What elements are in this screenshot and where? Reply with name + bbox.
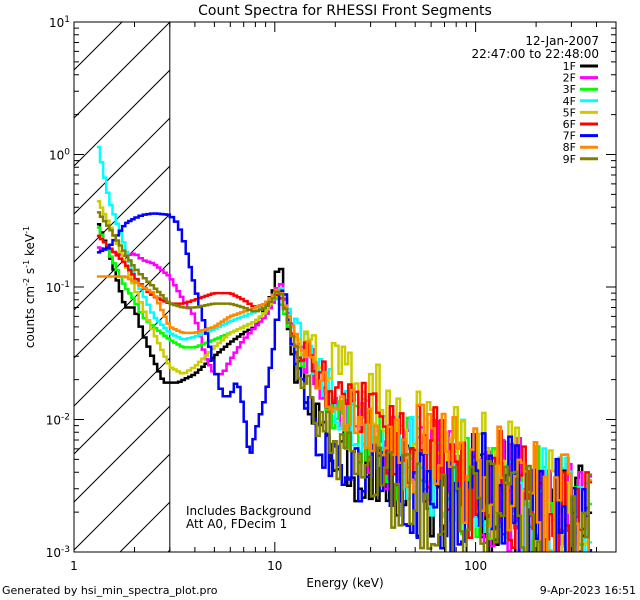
y-tick-label: 10-1	[46, 280, 70, 295]
chart-title: Count Spectra for RHESSI Front Segments	[198, 3, 492, 19]
legend-label-3f: 3F	[563, 83, 576, 96]
x-tick-label: 10	[267, 559, 282, 573]
x-axis-label: Energy (keV)	[306, 576, 383, 590]
x-tick-label: 100	[464, 559, 487, 573]
legend-label-2f: 2F	[563, 72, 576, 85]
legend-label-9f: 9F	[563, 153, 576, 166]
legend-label-4f: 4F	[563, 95, 576, 108]
date-label: 12-Jan-2007	[525, 34, 599, 48]
x-tick-labels: 1 10 100	[70, 559, 487, 573]
legend-label-7f: 7F	[563, 130, 576, 143]
legend-label-5f: 5F	[563, 106, 576, 119]
time-range-label: 22:47:00 to 22:48:00	[472, 47, 599, 61]
y-tick-label: 10-2	[46, 413, 70, 428]
axis-ticks	[73, 21, 617, 553]
series-8f-line	[96, 275, 593, 552]
footer-timestamp: 9-Apr-2023 16:51	[540, 584, 636, 597]
y-tick-label: 101	[49, 15, 70, 30]
legend-label-6f: 6F	[563, 118, 576, 131]
series-7f-line	[96, 212, 593, 552]
x-tick-label: 1	[70, 559, 78, 573]
series-layer	[96, 145, 593, 552]
annotation-background: Includes Background	[186, 504, 311, 518]
y-tick-label: 100	[49, 148, 70, 163]
series-9f-line	[96, 211, 593, 552]
tick-marks	[73, 21, 617, 553]
legend-label-1f: 1F	[563, 60, 576, 73]
footer-generated-by: Generated by hsi_min_spectra_plot.pro	[2, 584, 218, 597]
annotation-attenuator: Att A0, FDecim 1	[186, 517, 287, 531]
y-tick-labels: 10-3 10-2 10-1 100 101	[46, 15, 71, 560]
legend-label-8f: 8F	[563, 141, 576, 154]
y-axis-label: counts cm-2 s-1 keV-1	[22, 226, 37, 348]
y-tick-label: 10-3	[46, 545, 70, 560]
